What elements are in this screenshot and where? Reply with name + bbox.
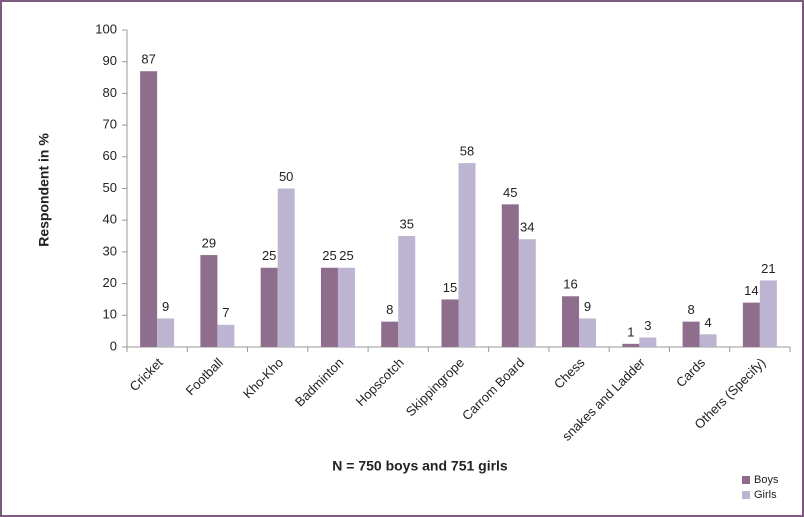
y-axis-title: Respondent in % (36, 133, 52, 247)
bar (441, 299, 459, 347)
y-tick-label: 20 (103, 275, 117, 290)
bar (217, 324, 235, 347)
bar (639, 337, 657, 347)
bar (759, 280, 777, 347)
y-tick-label: 70 (103, 117, 117, 132)
data-label: 25 (322, 248, 336, 263)
data-label: 9 (584, 299, 591, 314)
legend-label: Girls (754, 489, 777, 501)
data-label: 4 (704, 315, 711, 330)
bar (157, 318, 175, 347)
bar (320, 267, 338, 347)
bar (381, 321, 399, 347)
bar (200, 255, 218, 347)
data-label: 14 (744, 283, 758, 298)
data-label: 35 (399, 216, 413, 231)
y-tick-label: 40 (103, 212, 117, 227)
bar (140, 71, 158, 348)
y-tick-label: 10 (103, 307, 117, 322)
bar (562, 296, 580, 347)
legend-swatch (742, 476, 750, 484)
bar (501, 204, 519, 347)
data-label: 25 (262, 248, 276, 263)
y-tick-label: 80 (103, 85, 117, 100)
y-tick-label: 50 (103, 180, 117, 195)
legend-label: Boys (754, 474, 779, 486)
bar (277, 188, 295, 347)
data-label: 9 (162, 299, 169, 314)
y-tick-label: 30 (103, 243, 117, 258)
x-axis-title: N = 750 boys and 751 girls (332, 458, 508, 474)
bar (682, 321, 700, 347)
bar (742, 302, 760, 347)
data-label: 7 (222, 305, 229, 320)
legend-swatch (742, 491, 750, 499)
bar (699, 334, 717, 347)
data-label: 15 (443, 280, 457, 295)
bar (458, 163, 476, 347)
bar (260, 267, 278, 347)
data-label: 50 (279, 169, 293, 184)
data-label: 45 (503, 185, 517, 200)
bar (622, 343, 640, 347)
data-label: 58 (460, 144, 474, 159)
y-tick-label: 90 (103, 53, 117, 68)
data-label: 16 (563, 277, 577, 292)
data-label: 25 (339, 248, 353, 263)
data-label: 1 (627, 324, 634, 339)
data-label: 21 (761, 261, 775, 276)
bar (579, 318, 597, 347)
data-label: 87 (141, 52, 155, 67)
bar (518, 239, 536, 347)
y-tick-label: 0 (110, 338, 117, 353)
data-label: 29 (202, 236, 216, 251)
y-tick-label: 60 (103, 148, 117, 163)
y-tick-label: 100 (95, 21, 117, 36)
bar (337, 267, 355, 347)
data-label: 3 (644, 318, 651, 333)
data-label: 8 (386, 302, 393, 317)
bar (398, 236, 416, 347)
data-label: 8 (687, 302, 694, 317)
data-label: 34 (520, 220, 534, 235)
